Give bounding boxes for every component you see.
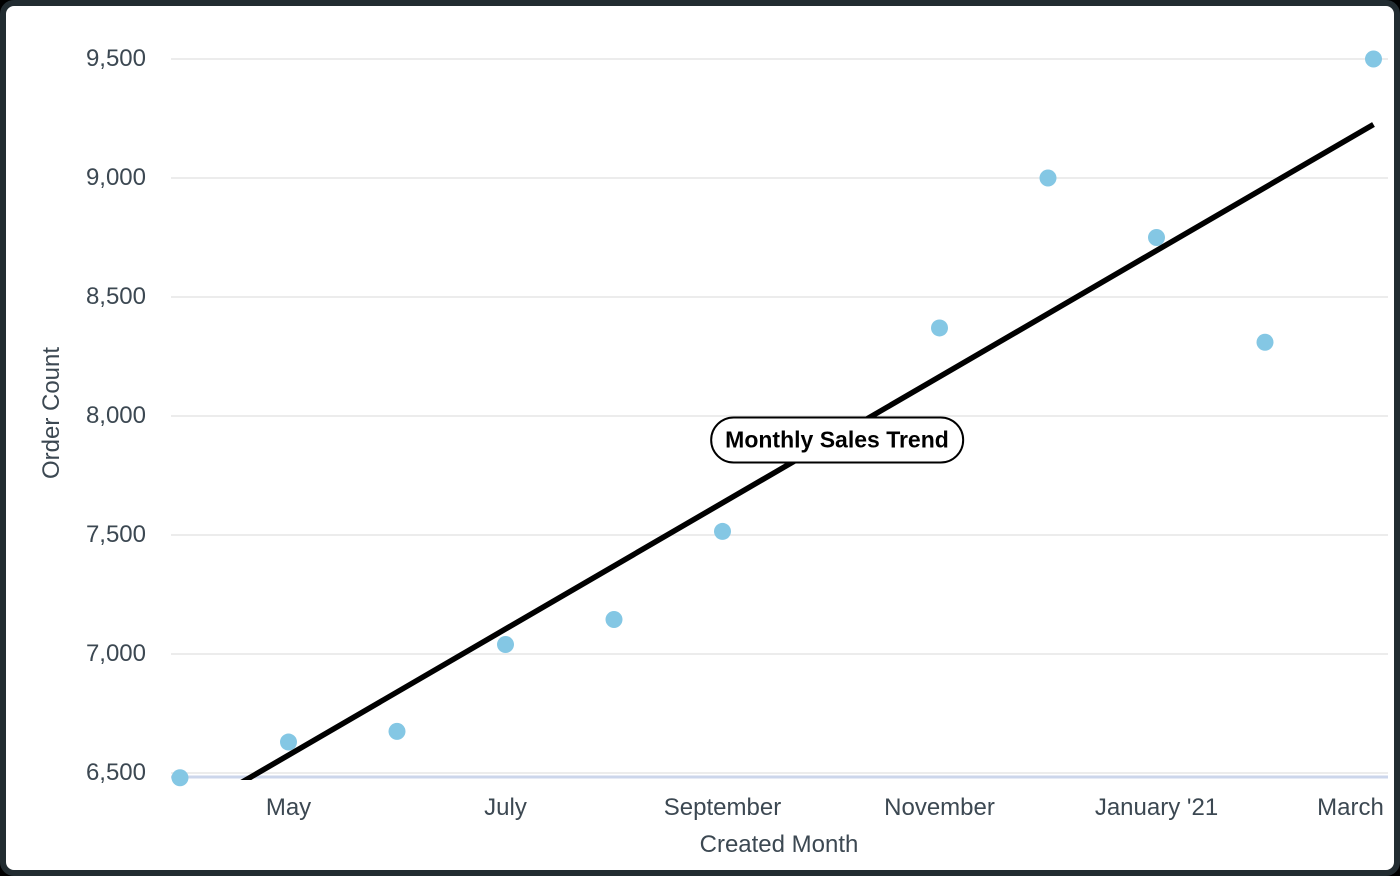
data-point[interactable]	[497, 635, 514, 653]
trend-label: Monthly Sales Trend	[710, 416, 964, 464]
data-point[interactable]	[1148, 229, 1165, 246]
trend-line	[240, 122, 1375, 780]
y-tick-label: 7,000	[85, 640, 146, 667]
y-tick-label: 6,500	[85, 759, 146, 786]
data-point[interactable]	[1256, 333, 1274, 351]
x-tick-label: November	[884, 794, 995, 821]
x-tick-label: March	[1317, 794, 1384, 821]
x-tick-label: January '21	[1094, 794, 1219, 821]
data-point[interactable]	[171, 769, 189, 787]
y-tick-label: 9,500	[85, 45, 146, 72]
x-tick-label: September	[663, 794, 782, 821]
chart-canvas	[171, 50, 1388, 787]
data-point[interactable]	[605, 610, 623, 628]
y-tick-label: 8,000	[85, 402, 146, 429]
data-point[interactable]	[1039, 169, 1057, 187]
data-point[interactable]	[931, 319, 948, 337]
x-tick-label: May	[265, 794, 312, 821]
x-axis-title: Created Month	[699, 831, 859, 858]
x-tick-label: July	[484, 794, 527, 821]
data-point[interactable]	[1365, 50, 1382, 68]
data-point[interactable]	[714, 522, 731, 540]
y-tick-label: 7,500	[85, 521, 146, 548]
data-point[interactable]	[388, 722, 406, 740]
y-tick-label: 9,000	[85, 164, 146, 191]
data-point[interactable]	[280, 733, 297, 751]
y-tick-label: 8,500	[85, 283, 146, 310]
